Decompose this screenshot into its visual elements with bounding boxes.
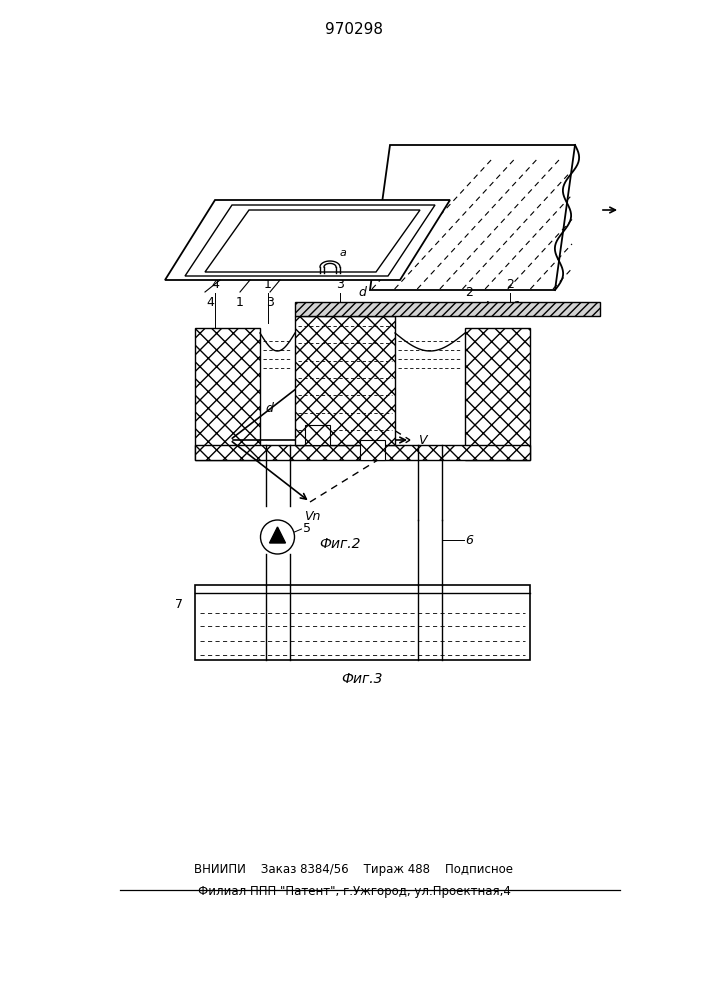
Polygon shape bbox=[295, 302, 600, 316]
Circle shape bbox=[260, 520, 295, 554]
Text: d: d bbox=[358, 286, 366, 299]
Text: 7: 7 bbox=[175, 598, 183, 611]
Text: 2: 2 bbox=[465, 286, 473, 299]
Polygon shape bbox=[295, 316, 395, 445]
Text: ВНИИПИ    Заказ 8384/56    Тираж 488    Подписное: ВНИИПИ Заказ 8384/56 Тираж 488 Подписное bbox=[194, 863, 513, 876]
Polygon shape bbox=[370, 145, 575, 290]
Text: 3: 3 bbox=[336, 278, 344, 291]
Text: 5: 5 bbox=[303, 522, 310, 536]
Polygon shape bbox=[269, 527, 286, 543]
Text: 2: 2 bbox=[506, 278, 514, 291]
Polygon shape bbox=[465, 328, 530, 460]
Text: Фиг.2: Фиг.2 bbox=[320, 537, 361, 551]
Text: 6: 6 bbox=[465, 534, 473, 546]
Text: Фиг.1: Фиг.1 bbox=[480, 300, 522, 314]
Text: 4: 4 bbox=[211, 278, 219, 291]
Text: Филиал ППП "Патент", г.Ужгород, ул.Проектная,4: Филиал ППП "Патент", г.Ужгород, ул.Проек… bbox=[197, 885, 510, 898]
Text: 3: 3 bbox=[266, 296, 274, 309]
Text: Фиг.3: Фиг.3 bbox=[341, 672, 382, 686]
Polygon shape bbox=[305, 425, 330, 445]
Text: Vn: Vn bbox=[304, 510, 320, 523]
Text: a: a bbox=[340, 248, 347, 258]
Polygon shape bbox=[195, 328, 260, 460]
Text: d: d bbox=[265, 402, 273, 415]
Bar bbox=[195, 585, 530, 660]
Text: 1: 1 bbox=[236, 296, 244, 309]
Polygon shape bbox=[165, 200, 450, 280]
Text: 970298: 970298 bbox=[325, 22, 383, 37]
Text: V: V bbox=[418, 434, 426, 446]
Text: Vt: Vt bbox=[305, 357, 319, 370]
Polygon shape bbox=[360, 440, 385, 460]
Text: 1: 1 bbox=[264, 278, 272, 291]
Text: 4: 4 bbox=[206, 296, 214, 309]
Polygon shape bbox=[195, 445, 530, 460]
